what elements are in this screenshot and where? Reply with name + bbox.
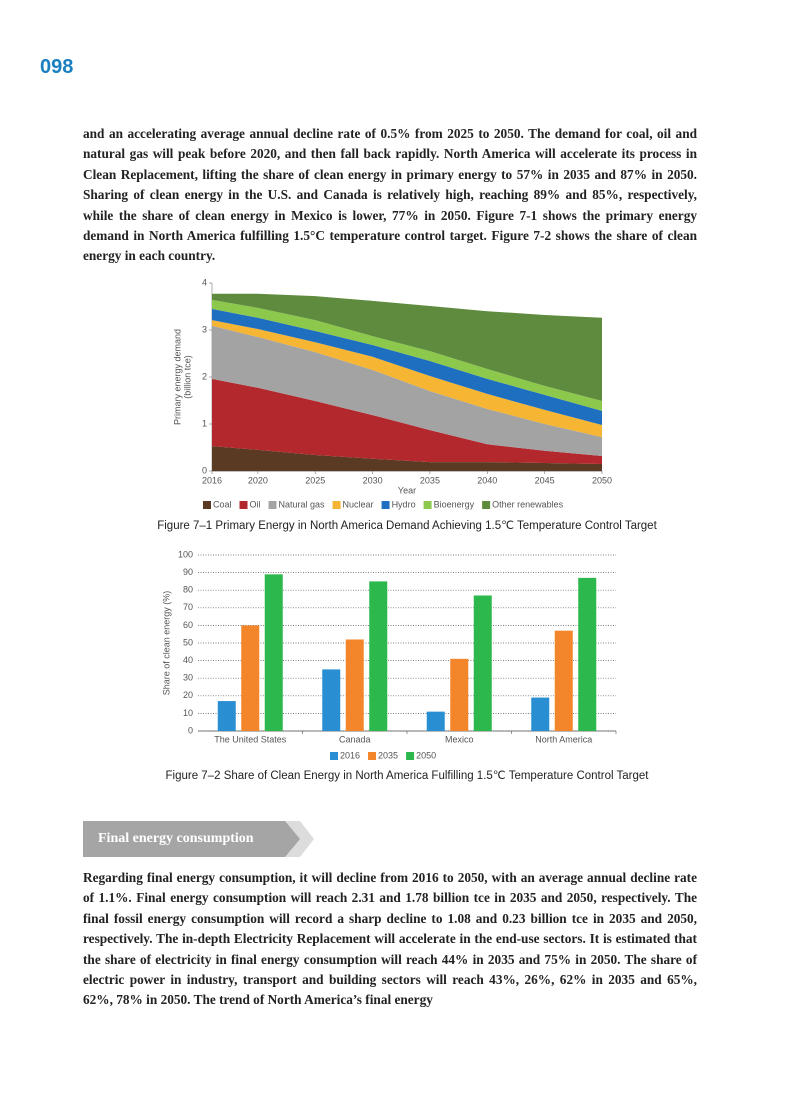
area (212, 293, 602, 401)
x-tick-label: 2016 (202, 475, 222, 485)
y-tick-label: 2 (202, 371, 207, 381)
x-tick-label: 2025 (305, 475, 325, 485)
legend-label: 2016 (340, 750, 360, 760)
legend-swatch (268, 501, 277, 509)
y-axis-label: (billion tce) (182, 355, 192, 399)
bar (450, 658, 469, 731)
bar (241, 625, 260, 731)
x-tick-label: 2035 (420, 475, 440, 485)
legend-label: Oil (250, 499, 261, 509)
bar (554, 630, 573, 731)
x-tick-label: 2040 (477, 475, 497, 485)
x-tick-label: Canada (339, 734, 371, 744)
y-tick-label: 100 (178, 549, 193, 559)
y-tick-label: 90 (183, 567, 193, 577)
banner (83, 821, 300, 857)
section-heading: Final energy consumption (98, 831, 254, 846)
legend-swatch (406, 752, 415, 760)
y-tick-label: 40 (183, 655, 193, 665)
bar (345, 639, 364, 731)
area (212, 325, 602, 456)
caption: Figure 7–2 Share of Clean Energy in Nort… (166, 770, 650, 782)
legend-swatch (368, 752, 377, 760)
y-axis-label: Primary energy demand (172, 329, 182, 425)
legend-swatch (330, 752, 338, 760)
y-tick-label: 30 (183, 673, 193, 683)
legend-swatch (203, 501, 211, 509)
legend-label: Natural gas (279, 499, 326, 509)
x-tick-label: The United States (214, 734, 287, 744)
bar (369, 581, 388, 731)
legend-label: Coal (213, 499, 232, 509)
y-axis-label: Share of clean energy (%) (161, 591, 171, 696)
y-tick-label: 80 (183, 585, 193, 595)
legend-label: Nuclear (343, 499, 374, 509)
legend-swatch (482, 501, 491, 509)
x-axis-label: Year (398, 485, 416, 495)
caption: Figure 7–1 Primary Energy in North Ameri… (157, 520, 657, 532)
y-tick-label: 60 (183, 620, 193, 630)
bar (217, 701, 236, 731)
y-tick-label: 0 (202, 465, 207, 475)
y-tick-label: 0 (188, 725, 193, 735)
area (212, 320, 602, 438)
x-tick-label: 2050 (592, 475, 612, 485)
y-tick-label: 4 (202, 277, 207, 287)
y-tick-label: 70 (183, 602, 193, 612)
bar (426, 711, 445, 731)
legend-label: Hydro (392, 499, 416, 509)
x-tick-label: North America (535, 734, 592, 744)
area (212, 308, 602, 425)
legend-label: 2050 (416, 750, 436, 760)
area (212, 446, 602, 471)
legend-swatch (332, 501, 341, 509)
bar (578, 577, 597, 731)
legend-swatch (381, 501, 390, 509)
bar (531, 697, 550, 731)
y-tick-label: 3 (202, 324, 207, 334)
legend-swatch (239, 501, 248, 509)
x-tick-label: 2030 (363, 475, 383, 485)
bar (322, 669, 341, 731)
paragraph: and an accelerating average annual decli… (83, 126, 697, 264)
page-number: 098 (40, 56, 74, 78)
area (212, 378, 602, 464)
y-tick-label: 20 (183, 690, 193, 700)
legend-label: 2035 (378, 750, 398, 760)
legend-label: Other renewables (492, 499, 564, 509)
legend-swatch (423, 501, 432, 509)
x-tick-label: 2045 (535, 475, 555, 485)
y-tick-label: 50 (183, 637, 193, 647)
y-tick-label: 10 (183, 708, 193, 718)
x-tick-label: Mexico (445, 734, 474, 744)
area (212, 299, 602, 411)
y-tick-label: 1 (202, 418, 207, 428)
bar (473, 595, 492, 731)
legend-label: Bioenergy (434, 499, 475, 509)
bar (264, 574, 283, 731)
paragraph: Regarding final energy consumption, it w… (83, 870, 697, 1008)
x-tick-label: 2020 (248, 475, 268, 485)
